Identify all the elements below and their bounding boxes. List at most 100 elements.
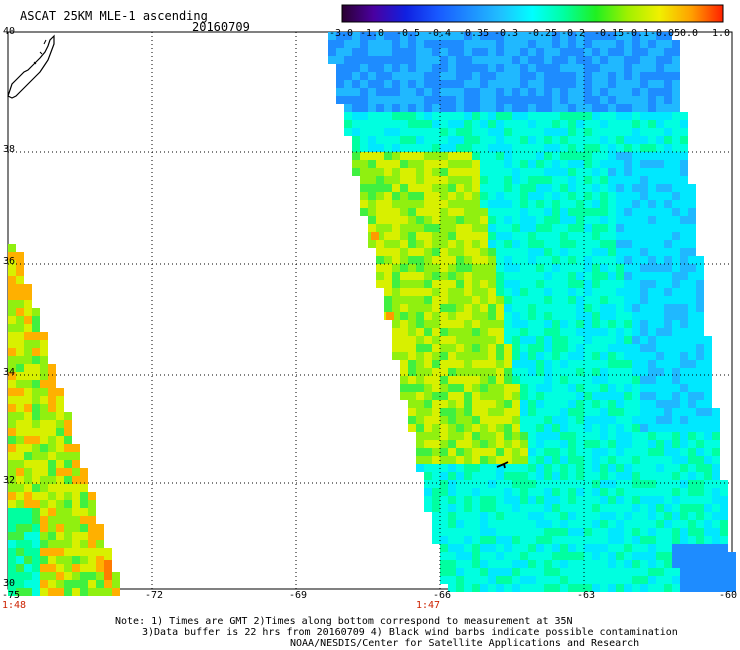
- swath-pixel: [720, 488, 728, 496]
- swath-pixel: [672, 424, 680, 432]
- swath-pixel: [400, 112, 408, 120]
- swath-pixel: [456, 64, 464, 72]
- swath-pixel: [672, 192, 680, 200]
- swath-pixel: [392, 120, 400, 128]
- swath-pixel: [8, 452, 16, 460]
- swath-pixel: [480, 208, 488, 216]
- swath-pixel: [648, 392, 656, 400]
- map-title: ASCAT 25KM MLE-1 ascending: [20, 9, 208, 23]
- swath-pixel: [328, 40, 336, 48]
- swath-pixel: [56, 540, 64, 548]
- swath-pixel: [432, 280, 440, 288]
- swath-pixel: [368, 176, 376, 184]
- swath-pixel: [344, 80, 352, 88]
- swath-pixel: [544, 472, 552, 480]
- swath-pixel: [688, 248, 696, 256]
- swath-pixel: [704, 520, 712, 528]
- swath-pixel: [48, 412, 56, 420]
- swath-pixel: [480, 560, 488, 568]
- swath-pixel: [584, 400, 592, 408]
- swath-pixel: [432, 240, 440, 248]
- swath-pixel: [656, 392, 664, 400]
- swath-pixel: [592, 336, 600, 344]
- swath-pixel: [696, 576, 704, 584]
- swath-pixel: [344, 40, 352, 48]
- swath-pixel: [640, 360, 648, 368]
- swath-pixel: [576, 256, 584, 264]
- swath-pixel: [544, 104, 552, 112]
- swath-pixel: [640, 344, 648, 352]
- swath-pixel: [688, 352, 696, 360]
- swath-pixel: [448, 264, 456, 272]
- swath-pixel: [400, 248, 408, 256]
- swath-pixel: [544, 288, 552, 296]
- swath-pixel: [696, 280, 704, 288]
- swath-pixel: [456, 128, 464, 136]
- swath-pixel: [656, 200, 664, 208]
- swath-pixel: [464, 344, 472, 352]
- swath-pixel: [656, 512, 664, 520]
- swath-pixel: [408, 64, 416, 72]
- swath-pixel: [400, 384, 408, 392]
- swath-pixel: [560, 376, 568, 384]
- swath-pixel: [616, 464, 624, 472]
- swath-pixel: [480, 144, 488, 152]
- swath-pixel: [424, 312, 432, 320]
- swath-pixel: [680, 336, 688, 344]
- swath-pixel: [656, 408, 664, 416]
- swath-pixel: [712, 536, 720, 544]
- swath-pixel: [496, 64, 504, 72]
- swath-pixel: [384, 200, 392, 208]
- swath-pixel: [488, 392, 496, 400]
- swath-pixel: [528, 32, 536, 40]
- swath-pixel: [376, 104, 384, 112]
- swath-pixel: [688, 520, 696, 528]
- swath-pixel: [576, 32, 584, 40]
- swath-pixel: [480, 272, 488, 280]
- swath-pixel: [32, 356, 40, 364]
- swath-pixel: [672, 560, 680, 568]
- swath-pixel: [432, 472, 440, 480]
- swath-pixel: [392, 304, 400, 312]
- swath-pixel: [704, 400, 712, 408]
- swath-pixel: [616, 400, 624, 408]
- swath-pixel: [720, 496, 728, 504]
- swath-pixel: [640, 544, 648, 552]
- swath-pixel: [488, 456, 496, 464]
- swath-pixel: [440, 328, 448, 336]
- swath-pixel: [504, 448, 512, 456]
- swath-pixel: [632, 80, 640, 88]
- swath-pixel: [592, 232, 600, 240]
- swath-pixel: [40, 428, 48, 436]
- swath-pixel: [368, 112, 376, 120]
- swath-pixel: [544, 328, 552, 336]
- swath-pixel: [560, 560, 568, 568]
- swath-pixel: [416, 304, 424, 312]
- swath-pixel: [24, 308, 32, 316]
- swath-pixel: [544, 448, 552, 456]
- swath-pixel: [680, 432, 688, 440]
- swath-pixel: [640, 456, 648, 464]
- swath-pixel: [424, 440, 432, 448]
- swath-pixel: [680, 224, 688, 232]
- swath-pixel: [640, 216, 648, 224]
- swath-pixel: [552, 312, 560, 320]
- swath-pixel: [472, 168, 480, 176]
- swath-pixel: [32, 396, 40, 404]
- swath-pixel: [496, 312, 504, 320]
- swath-pixel: [704, 576, 712, 584]
- swath-pixel: [616, 64, 624, 72]
- swath-pixel: [464, 224, 472, 232]
- swath-pixel: [624, 384, 632, 392]
- swath-pixel: [560, 464, 568, 472]
- note-line-2: 3)Data buffer is 22 hrs from 20160709 4)…: [142, 627, 678, 638]
- swath-pixel: [576, 88, 584, 96]
- swath-pixel: [616, 56, 624, 64]
- swath-pixel: [672, 272, 680, 280]
- swath-pixel: [624, 48, 632, 56]
- colorbar-label: -0.1: [625, 28, 650, 39]
- swath-pixel: [712, 576, 720, 584]
- swath-pixel: [576, 576, 584, 584]
- swath-pixel: [512, 112, 520, 120]
- lat-label: 32: [3, 475, 16, 486]
